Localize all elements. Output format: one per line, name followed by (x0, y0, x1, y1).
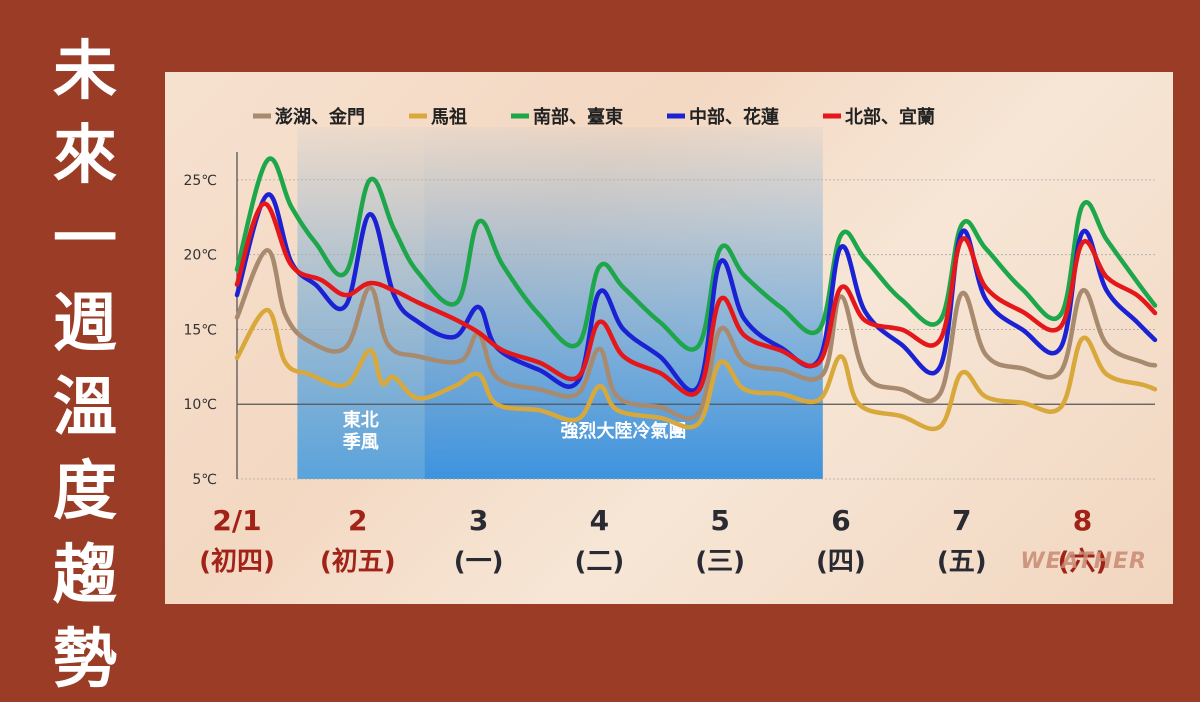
x-weekday-label: (初五) (320, 547, 396, 577)
vertical-page-title: 未來一週溫度趨勢 (30, 30, 140, 702)
series-line (234, 307, 1158, 432)
x-weekday-label: (初四) (199, 547, 275, 577)
chart-panel: 東北 季風 強烈大陸冷氣團 5℃ 10℃ 15℃ 20℃ 25℃ 澎湖、金門 馬祖 南部、臺東 中部、… (165, 72, 1173, 604)
x-day-label: 2 (348, 504, 367, 537)
y-tick-label: 10℃ (183, 397, 217, 413)
legend-label: 馬祖 (431, 106, 467, 128)
title-char: 勢 (53, 623, 117, 697)
weather-watermark: WEATHER (1020, 549, 1147, 574)
shaded-region-label: 東北 (343, 409, 379, 431)
x-weekday-label: (一) (454, 547, 504, 577)
series-line (234, 192, 1158, 393)
legend-label: 澎湖、金門 (275, 106, 365, 128)
title-char: 週 (53, 287, 117, 361)
x-day-label: 5 (710, 504, 729, 537)
x-day-label: 4 (590, 504, 609, 537)
y-tick-label: 20℃ (183, 248, 217, 264)
x-day-label: 3 (469, 504, 488, 537)
x-day-label: 7 (952, 504, 971, 537)
title-char: 趨 (53, 539, 117, 613)
x-weekday-label: (三) (695, 547, 745, 577)
x-day-label: 6 (831, 504, 850, 537)
shaded-region-label: 強烈大陸冷氣團 (561, 420, 687, 442)
series-line (234, 201, 1158, 397)
series-line (234, 247, 1158, 421)
shaded-region-label: 季風 (343, 432, 379, 453)
title-char: 一 (53, 203, 117, 277)
title-char: 度 (53, 455, 117, 529)
y-tick-label: 25℃ (183, 173, 217, 189)
x-weekday-label: (六) (1058, 547, 1108, 577)
series-line (234, 156, 1158, 352)
shaded-region (424, 127, 823, 479)
x-weekday-label: (二) (574, 547, 624, 577)
x-day-label: 2/1 (212, 504, 261, 537)
title-char: 來 (53, 119, 117, 193)
x-weekday-label: (五) (937, 547, 987, 577)
legend-label: 中部、花蓮 (689, 106, 779, 128)
y-tick-label: 15℃ (183, 322, 217, 338)
legend-label: 北部、宜蘭 (845, 106, 935, 128)
y-tick-label: 5℃ (192, 472, 217, 488)
x-day-label: 8 (1073, 504, 1092, 537)
title-char: 未 (53, 35, 117, 109)
x-weekday-label: (四) (816, 547, 866, 577)
legend-label: 南部、臺東 (533, 106, 623, 128)
title-char: 溫 (53, 371, 117, 445)
